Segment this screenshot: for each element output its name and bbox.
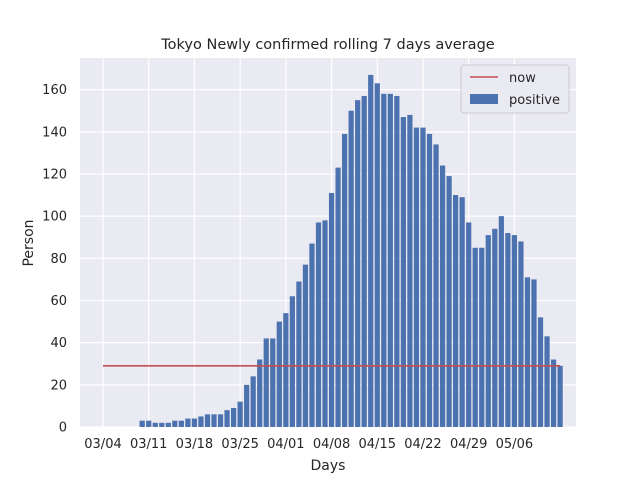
bar xyxy=(505,233,511,427)
x-tick-label: 03/25 xyxy=(221,437,258,452)
bar xyxy=(550,359,557,427)
y-tick-label: 100 xyxy=(42,210,67,225)
bar xyxy=(413,127,420,427)
x-tick-label: 03/11 xyxy=(130,437,167,452)
bar xyxy=(146,420,152,427)
y-tick-label: 40 xyxy=(50,336,67,351)
bar xyxy=(368,74,374,428)
y-tick-label: 80 xyxy=(50,252,67,267)
bar xyxy=(328,192,335,427)
legend: now positive xyxy=(460,64,570,114)
bars xyxy=(139,74,563,428)
x-tick-label: 04/29 xyxy=(450,437,487,452)
bar xyxy=(159,422,165,427)
bar xyxy=(355,100,361,428)
bar xyxy=(237,401,243,427)
chart-title: Tokyo Newly confirmed rolling 7 days ave… xyxy=(160,37,494,53)
bar xyxy=(439,165,446,427)
bar xyxy=(139,420,145,427)
y-tick-label: 0 xyxy=(59,421,67,436)
bar xyxy=(250,376,256,427)
bar xyxy=(479,247,485,427)
bar xyxy=(335,167,341,427)
bar xyxy=(244,384,250,427)
x-axis-label: Days xyxy=(311,458,346,474)
bar xyxy=(198,416,204,427)
x-tick-label: 03/04 xyxy=(84,437,121,452)
bar xyxy=(472,247,478,427)
x-tick-labels: 03/04 03/11 03/18 03/25 04/01 04/08 04/15 04/22… xyxy=(84,437,533,452)
bar xyxy=(172,420,178,427)
bar xyxy=(524,277,531,427)
bar xyxy=(511,235,518,427)
bar xyxy=(485,235,491,427)
bar xyxy=(348,110,354,427)
bar xyxy=(276,321,282,427)
bar xyxy=(420,127,426,427)
bar xyxy=(466,222,472,427)
bar xyxy=(531,279,537,427)
legend-positive-swatch xyxy=(470,94,498,104)
bar xyxy=(296,281,302,427)
bar xyxy=(283,313,289,427)
bar xyxy=(165,422,171,427)
bar xyxy=(217,414,224,427)
y-tick-label: 60 xyxy=(50,294,67,309)
bar xyxy=(446,176,452,427)
bar xyxy=(518,241,524,427)
bar xyxy=(537,317,544,427)
bar xyxy=(459,197,465,427)
bar xyxy=(257,359,263,427)
bar xyxy=(374,83,380,427)
y-tick-label: 140 xyxy=(42,125,67,140)
bar xyxy=(381,93,387,428)
bar xyxy=(152,422,158,427)
bar xyxy=(309,243,315,427)
bar xyxy=(453,195,459,427)
bar xyxy=(263,338,269,427)
x-tick-label: 04/08 xyxy=(313,437,350,452)
bar xyxy=(394,95,400,427)
bar xyxy=(387,93,393,428)
y-axis-label: Person xyxy=(21,219,37,266)
bar xyxy=(315,222,322,427)
bar xyxy=(204,414,211,427)
bar xyxy=(270,338,276,427)
bar xyxy=(557,365,563,427)
bar xyxy=(498,216,504,427)
bar xyxy=(185,418,191,427)
bar xyxy=(426,133,433,427)
y-tick-label: 20 xyxy=(50,378,67,393)
bar xyxy=(544,336,550,427)
bar xyxy=(191,418,198,427)
bar xyxy=(302,264,309,427)
bar xyxy=(407,114,413,427)
legend-positive-label: positive xyxy=(509,93,560,108)
y-tick-label: 160 xyxy=(42,83,67,98)
x-tick-label: 04/01 xyxy=(267,437,304,452)
bar xyxy=(361,95,367,427)
bar xyxy=(400,117,406,427)
x-tick-label: 05/06 xyxy=(496,437,533,452)
legend-now-label: now xyxy=(509,71,536,86)
bar xyxy=(211,414,217,427)
y-tick-label: 120 xyxy=(42,167,67,182)
bar xyxy=(178,420,184,427)
x-tick-label: 04/22 xyxy=(404,437,441,452)
bar xyxy=(433,144,439,428)
bar xyxy=(492,228,498,427)
x-tick-label: 03/18 xyxy=(176,437,213,452)
bar xyxy=(322,220,328,427)
bar xyxy=(230,408,237,427)
bar xyxy=(289,296,295,427)
bar xyxy=(224,410,230,427)
bar xyxy=(341,133,348,427)
y-tick-labels: 0 20 40 60 80 100 120 140 160 xyxy=(42,83,67,435)
x-tick-label: 04/15 xyxy=(359,437,396,452)
